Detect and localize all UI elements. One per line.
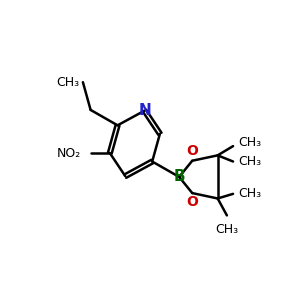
Text: O: O: [186, 144, 198, 158]
Text: CH₃: CH₃: [238, 155, 262, 168]
Text: B: B: [173, 169, 185, 184]
Text: NO₂: NO₂: [56, 146, 81, 160]
Text: CH₃: CH₃: [57, 76, 80, 89]
Text: CH₃: CH₃: [215, 223, 238, 236]
Text: N: N: [138, 103, 151, 118]
Text: CH₃: CH₃: [238, 136, 262, 149]
Text: CH₃: CH₃: [238, 187, 262, 200]
Text: O: O: [186, 195, 198, 209]
